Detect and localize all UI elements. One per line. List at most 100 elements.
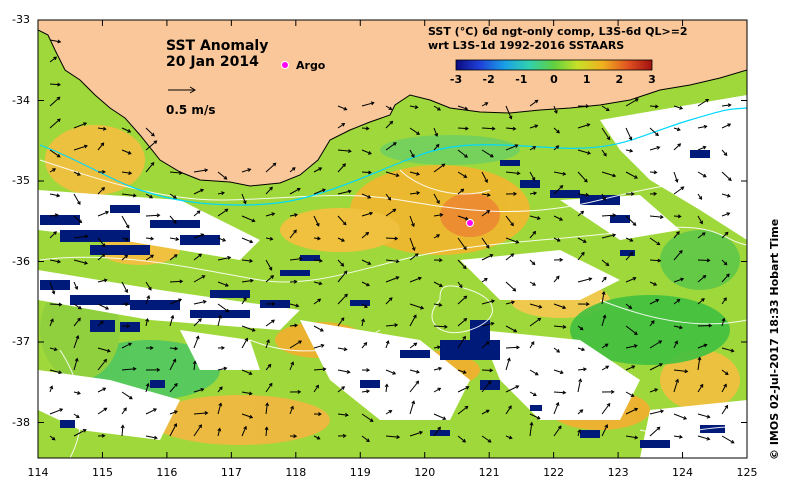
current-arrow [385,410,392,415]
current-arrow [553,275,560,283]
current-arrow [553,325,566,328]
current-arrow-head [218,402,223,407]
current-arrow-head [224,208,229,213]
current-arrow [625,98,639,107]
current-arrow [433,387,441,393]
current-arrow [529,317,541,327]
current-arrow [457,105,468,110]
current-arrow-head [536,216,541,220]
current-arrow-head [78,219,83,224]
current-arrow [577,123,590,129]
current-arrow-head [248,391,253,396]
current-arrow [49,231,57,239]
current-arrow [601,276,607,283]
current-arrow [457,259,467,269]
current-arrow-head [251,327,256,332]
current-arrow-head [586,123,591,127]
current-arrow-head [56,118,61,123]
current-arrow-head [416,369,420,374]
current-arrow [721,384,727,393]
current-arrow-head [344,412,349,417]
current-arrow [721,149,728,156]
current-arrow-head [680,277,685,282]
current-arrow-head [491,299,496,304]
current-arrow [145,383,149,393]
current-arrow [217,403,222,415]
current-arrow-head [438,303,443,307]
current-arrow-head [153,408,157,412]
current-arrow-head [514,144,519,148]
current-arrow-head [411,223,415,228]
current-arrow [409,192,420,195]
current-arrow-head [385,340,390,345]
current-arrow-head [438,258,443,263]
current-arrow-head [150,254,155,259]
lat-tick-label: -34 [12,93,30,107]
current-arrow-head [347,189,352,194]
current-arrow [721,104,731,107]
current-arrow-head [291,167,296,171]
current-arrow-head [508,115,513,120]
current-arrow-head [318,281,323,286]
current-arrow [361,413,374,422]
current-arrow-head [174,382,178,387]
current-arrow-head [437,107,441,111]
current-arrow-head [101,433,106,438]
current-arrow-head [315,384,319,389]
current-arrow [673,215,681,217]
current-arrow [697,357,701,371]
current-arrow [385,171,399,177]
current-arrow [265,162,277,173]
current-arrow [409,380,419,393]
current-arrow-head [530,341,535,345]
current-arrow-head [659,363,663,367]
current-arrow-head [57,39,62,44]
current-arrow-head [676,127,681,132]
current-arrow-head [396,434,401,439]
current-arrow-head [723,297,727,302]
current-arrow [121,254,128,261]
current-arrow-head [198,253,203,258]
current-arrow-head [512,126,517,131]
current-arrow-head [698,196,703,200]
current-arrow-head [341,386,346,390]
current-arrow-head [316,436,321,440]
current-arrow [217,428,221,437]
current-arrow-head [562,390,567,395]
current-arrow [49,214,58,217]
current-arrow [313,344,324,349]
current-arrow [265,403,268,415]
current-arrow-head [439,213,444,217]
current-arrow [553,145,559,151]
current-arrow [289,229,297,239]
current-arrow [577,379,582,393]
current-arrow-head [516,345,520,350]
current-arrow [361,193,371,199]
current-arrow-head [602,196,606,201]
current-arrow-head [156,213,161,218]
current-arrow [577,347,585,351]
current-arrow-head [77,317,81,322]
current-arrow-head [417,276,422,281]
current-arrow-head [173,423,178,427]
current-arrow [289,324,298,327]
current-arrow [49,281,55,294]
current-arrow-head [658,340,663,344]
current-arrow-head [227,255,232,260]
current-arrow-head [435,143,440,148]
current-arrow [385,369,396,375]
current-arrow [409,303,424,309]
current-arrow [193,318,202,327]
current-arrow-head [654,104,659,109]
current-arrow [145,318,149,327]
current-arrow-head [485,409,490,414]
current-arrow-head [173,195,177,199]
current-arrow [505,144,518,151]
current-arrow [73,413,80,418]
credit-text: © IMOS 02-Jul-2017 18:33 Hobart Time [768,218,781,460]
current-arrow-head [102,126,107,131]
current-arrow-head [484,102,489,106]
current-arrow [145,408,157,415]
current-arrow-head [724,231,729,236]
